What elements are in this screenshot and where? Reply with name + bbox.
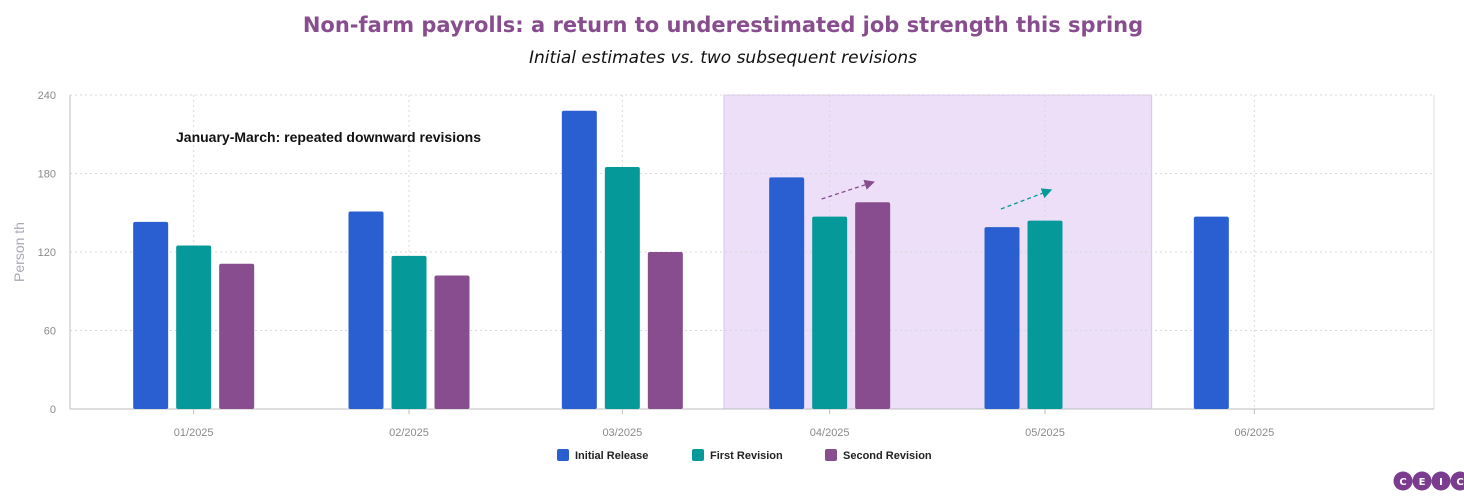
bar-initial-release: [348, 211, 384, 409]
bar-second-revision: [434, 275, 470, 409]
legend-swatch: [692, 449, 704, 461]
bar-initial-release: [984, 227, 1020, 409]
chart-title: Non-farm payrolls: a return to underesti…: [303, 13, 1143, 37]
x-tick-label: 03/2025: [602, 427, 642, 439]
bar-initial-release: [133, 221, 169, 409]
logo-letter: C: [1399, 477, 1406, 488]
y-tick-label: 180: [38, 169, 56, 181]
plot-area: 0 60 120 180 240 01/2025 02/2025 03/2025 04/2025…: [38, 90, 1435, 462]
bar-first-revision: [391, 255, 427, 409]
y-tick-label: 120: [38, 247, 56, 259]
bar-first-revision: [604, 166, 640, 409]
x-tick-label: 06/2025: [1234, 427, 1274, 439]
legend-swatch: [557, 449, 569, 461]
x-tick-label: 02/2025: [389, 427, 429, 439]
y-tick-label: 0: [50, 404, 56, 416]
x-tick-label: 01/2025: [174, 427, 214, 439]
trend-arrow-icon: [821, 179, 875, 200]
y-tick-label: 60: [44, 326, 56, 338]
legend-label: First Revision: [710, 450, 783, 462]
bar-initial-release: [769, 177, 805, 409]
bar-first-revision: [176, 245, 212, 409]
logo-dot: [1431, 471, 1451, 491]
bar-second-revision: [647, 252, 683, 409]
annotation-jan-mar: January-March: repeated downward revisio…: [176, 129, 481, 145]
bar-initial-release: [561, 110, 597, 409]
logo-dot: [1393, 471, 1413, 491]
logo-letter: I: [1439, 477, 1443, 488]
legend: Initial Release First Revision Second Revi…: [557, 449, 932, 462]
bar-second-revision: [855, 202, 891, 409]
bar-first-revision: [812, 216, 848, 409]
y-axis-label: Person th: [11, 222, 27, 282]
legend-label: Initial Release: [575, 450, 648, 462]
logo-letter: E: [1419, 477, 1426, 488]
legend-swatch: [825, 449, 837, 461]
x-tick-label: 05/2025: [1025, 427, 1065, 439]
trend-arrow-icon: [1000, 188, 1053, 210]
bar-initial-release: [1193, 216, 1229, 409]
logo-dot: [1450, 471, 1464, 491]
legend-label: Second Revision: [843, 450, 932, 462]
y-tick-label: 240: [38, 90, 56, 102]
chart-subtitle: Initial estimates vs. two subsequent rev…: [529, 48, 917, 68]
logo-dot: [1412, 471, 1432, 491]
bar-first-revision: [1027, 220, 1063, 409]
logo-letter: C: [1456, 477, 1463, 488]
bar-second-revision: [219, 263, 255, 409]
x-tick-label: 04/2025: [810, 427, 850, 439]
